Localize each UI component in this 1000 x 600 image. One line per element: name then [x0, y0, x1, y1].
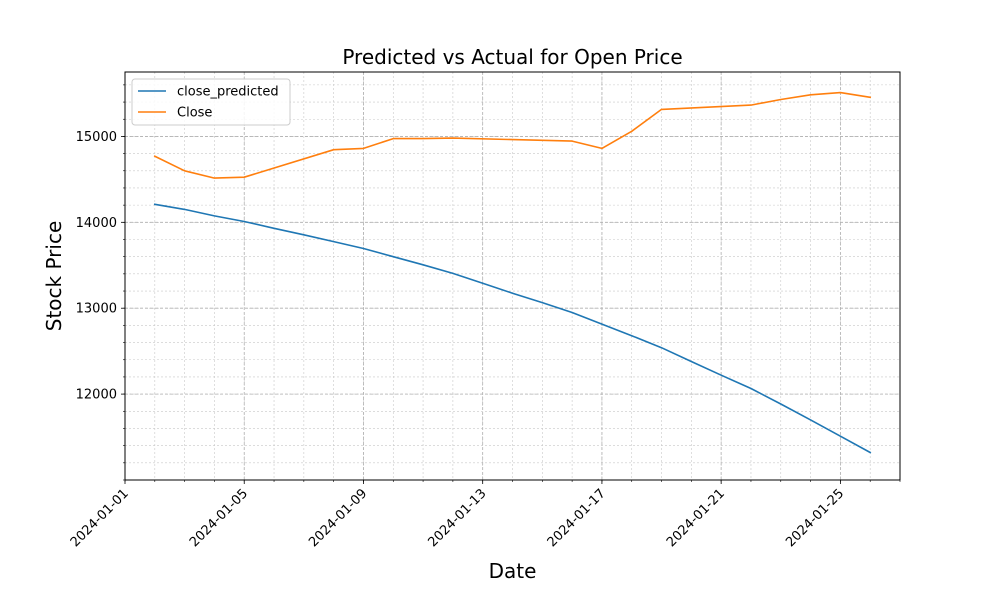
y-tick-label: 13000: [76, 302, 117, 317]
y-tick-label: 12000: [76, 388, 117, 403]
y-axis-title: Stock Price: [42, 221, 66, 332]
y-tick-label: 14000: [76, 216, 117, 231]
series-line-close: [153, 91, 872, 179]
series-line-close-predicted: [153, 203, 872, 454]
legend-label: Close: [177, 106, 212, 121]
legend-box: [131, 78, 291, 126]
x-axis-title: Date: [489, 559, 537, 583]
chart-title: Predicted vs Actual for Open Price: [342, 45, 682, 69]
y-axis-ticks: 12000 13000 14000 15000: [76, 84, 125, 481]
legend-label: close_predicted: [177, 85, 279, 100]
series-layer: [153, 91, 872, 454]
y-tick-label: 15000: [76, 130, 117, 145]
legend: close_predicted Close: [131, 78, 291, 126]
